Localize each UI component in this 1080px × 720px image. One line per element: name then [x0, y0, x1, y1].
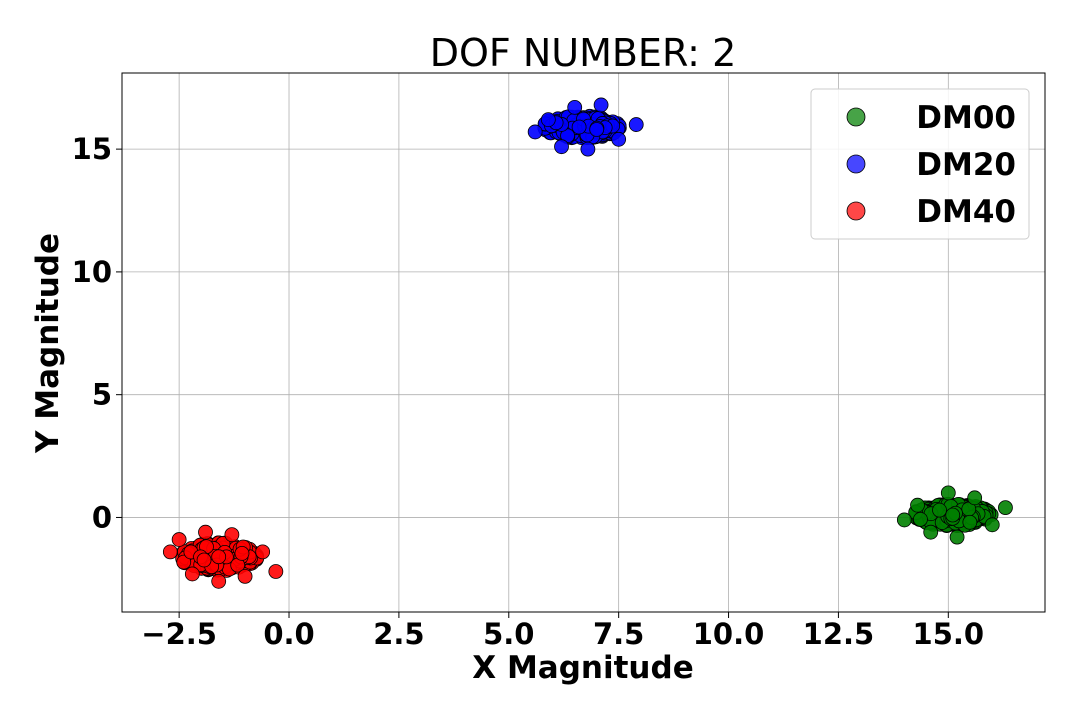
scatter-point [234, 545, 250, 561]
scatter-point [255, 544, 271, 560]
scatter-points [162, 97, 1013, 589]
scatter-point [628, 117, 644, 132]
y-tick-label: 15 [72, 132, 112, 166]
x-tick-label: 15.0 [913, 617, 985, 651]
y-tick-label: 0 [92, 500, 112, 534]
scatter-point [913, 511, 928, 527]
chart-title: DOF NUMBER: 2 [430, 31, 737, 75]
legend-marker-dm40 [846, 201, 866, 221]
scatter-point [211, 573, 227, 589]
legend-label-dm00: DM00 [916, 100, 1016, 136]
scatter-point [580, 141, 596, 157]
scatter-point [198, 524, 213, 540]
legend-box [810, 88, 1030, 240]
scatter-point [571, 119, 587, 135]
x-axis-ticks: −2.5 0.0 2.5 5.0 7.5 10.0 12.5 15.0 [141, 612, 984, 651]
scatter-point [527, 124, 543, 140]
scatter-point [923, 524, 939, 540]
scatter-point [554, 139, 569, 155]
scatter-point [962, 514, 978, 530]
scatter-point [593, 97, 609, 113]
scatter-point [932, 502, 947, 518]
scatter-point [611, 131, 627, 147]
x-tick-label: 10.0 [693, 617, 765, 651]
x-tick-label: 2.5 [373, 617, 424, 651]
scatter-point [896, 512, 912, 528]
scatter-point [589, 122, 605, 137]
legend-label-dm20: DM20 [916, 147, 1016, 183]
legend-label-dm40: DM40 [916, 194, 1016, 230]
legend-marker-dm20 [846, 154, 866, 174]
x-tick-label: 7.5 [593, 617, 644, 651]
x-tick-label: 5.0 [483, 617, 534, 651]
scatter-point [940, 485, 956, 501]
scatter-point [984, 517, 1000, 533]
scatter-point [945, 507, 961, 523]
scatter-point [910, 497, 925, 513]
y-axis-ticks: 0 5 10 15 [72, 132, 122, 534]
scatter-point [967, 490, 983, 506]
legend-marker-dm00 [846, 107, 866, 127]
grid-lines [122, 73, 1045, 612]
scatter-point [184, 566, 200, 582]
series-dm40-points [162, 524, 284, 589]
y-tick-label: 5 [92, 378, 112, 412]
x-tick-label: 0.0 [263, 617, 314, 651]
scatter-point [176, 554, 192, 570]
x-tick-label: 12.5 [803, 617, 875, 651]
scatter-point [171, 532, 187, 547]
legend: DM00 DM20 DM40 [810, 88, 1030, 240]
scatter-point [540, 112, 556, 128]
scatter-point [196, 552, 212, 568]
series-dm00-points [896, 485, 1013, 545]
scatter-point [268, 564, 284, 579]
scatter-point [162, 544, 178, 560]
scatter-point [211, 549, 227, 565]
x-axis-label: X Magnitude [472, 650, 693, 686]
scatter-point [567, 99, 583, 115]
y-axis-label: Y Magnitude [30, 233, 66, 454]
scatter-point [998, 500, 1013, 516]
plot-frame [121, 72, 1046, 613]
scatter-point [237, 568, 253, 584]
scatter-point [949, 529, 965, 545]
y-tick-label: 10 [72, 255, 112, 289]
scatter-point [224, 527, 240, 543]
series-dm20-points [527, 97, 644, 157]
x-tick-label: −2.5 [141, 617, 217, 651]
